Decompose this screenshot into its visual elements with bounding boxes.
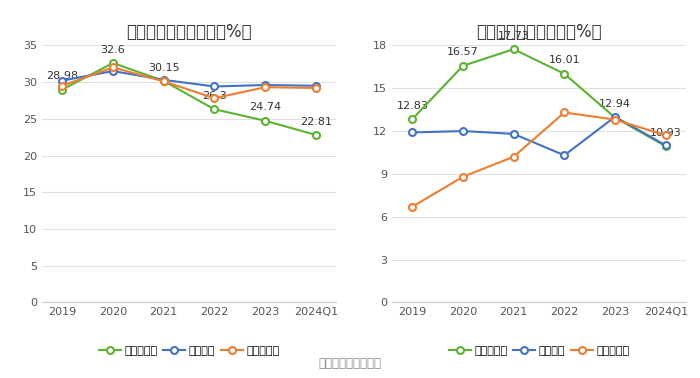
Text: 10.93: 10.93 — [650, 128, 682, 138]
公司净利率 — [611, 115, 620, 120]
行业中位数 — [312, 86, 320, 90]
行业中位数 — [58, 84, 66, 88]
公司净利率 — [510, 47, 518, 51]
Line: 公司净利率: 公司净利率 — [409, 46, 669, 150]
行业均值 — [458, 129, 467, 133]
Text: 16.57: 16.57 — [447, 48, 479, 57]
Text: 28.98: 28.98 — [46, 71, 78, 81]
行业均值 — [611, 115, 620, 119]
Text: 30.15: 30.15 — [148, 63, 179, 73]
Line: 行业中位数: 行业中位数 — [409, 109, 669, 210]
公司毛利率 — [261, 118, 270, 123]
行业均值 — [560, 153, 568, 158]
Line: 行业均值: 行业均值 — [59, 68, 319, 90]
行业均值 — [510, 132, 518, 136]
Title: 历年毛利率变化情况（%）: 历年毛利率变化情况（%） — [126, 23, 252, 41]
行业中位数 — [662, 133, 670, 138]
公司毛利率 — [108, 61, 117, 65]
行业中位数 — [458, 175, 467, 179]
行业中位数 — [210, 96, 218, 101]
Text: 22.81: 22.81 — [300, 116, 332, 127]
公司净利率 — [560, 71, 568, 76]
行业中位数 — [560, 110, 568, 115]
行业均值 — [108, 69, 117, 73]
行业均值 — [312, 84, 320, 88]
Line: 行业均值: 行业均值 — [409, 113, 669, 159]
Legend: 公司毛利率, 行业均值, 行业中位数: 公司毛利率, 行业均值, 行业中位数 — [94, 341, 284, 360]
公司净利率 — [662, 144, 670, 149]
行业均值 — [210, 84, 218, 89]
行业均值 — [58, 78, 66, 83]
行业均值 — [261, 83, 270, 87]
行业中位数 — [510, 155, 518, 159]
行业均值 — [408, 130, 416, 135]
行业中位数 — [108, 65, 117, 70]
公司毛利率 — [210, 107, 218, 112]
Legend: 公司净利率, 行业均值, 行业中位数: 公司净利率, 行业均值, 行业中位数 — [444, 341, 634, 360]
行业均值 — [160, 77, 168, 82]
公司净利率 — [458, 64, 467, 68]
行业中位数 — [611, 117, 620, 122]
公司毛利率 — [312, 133, 320, 137]
Text: 32.6: 32.6 — [101, 45, 125, 55]
Line: 公司毛利率: 公司毛利率 — [59, 59, 319, 138]
Text: 26.3: 26.3 — [202, 91, 227, 101]
行业均值 — [662, 143, 670, 147]
Text: 数据来源：恒生聚源: 数据来源：恒生聚源 — [318, 358, 382, 370]
公司毛利率 — [160, 79, 168, 83]
Text: 12.94: 12.94 — [599, 99, 631, 109]
行业中位数 — [160, 79, 168, 84]
Text: 16.01: 16.01 — [549, 56, 580, 65]
Text: 12.83: 12.83 — [396, 101, 428, 111]
公司毛利率 — [58, 87, 66, 92]
Text: 24.74: 24.74 — [249, 102, 281, 112]
行业中位数 — [261, 85, 270, 90]
行业中位数 — [408, 204, 416, 209]
公司净利率 — [408, 117, 416, 121]
Text: 17.73: 17.73 — [498, 31, 530, 41]
Title: 历年净利率变化情况（%）: 历年净利率变化情况（%） — [476, 23, 602, 41]
Line: 行业中位数: 行业中位数 — [59, 64, 319, 102]
